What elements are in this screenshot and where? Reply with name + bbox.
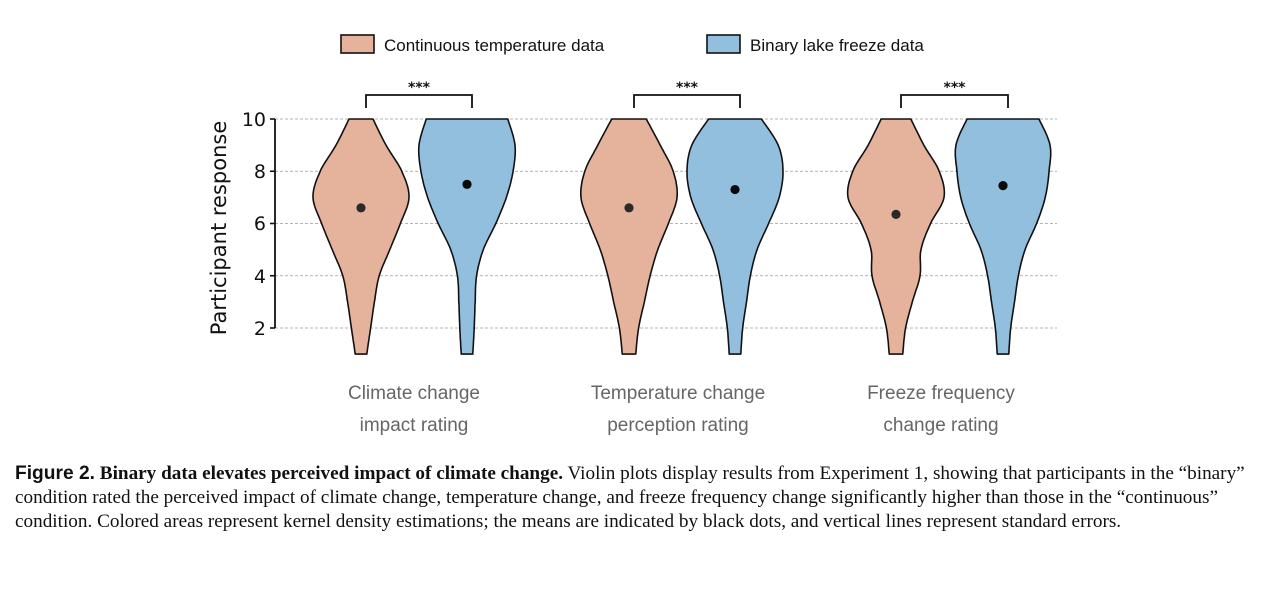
figure-caption-body: Violin plots display results from Experi… xyxy=(15,463,1245,532)
mean-dot xyxy=(624,203,634,213)
legend-label-continuous: Continuous temperature data xyxy=(384,36,605,55)
significance-label: *** xyxy=(676,80,699,96)
violin-binary xyxy=(686,118,784,355)
significance-bracket xyxy=(365,94,473,108)
mean-dot xyxy=(462,179,472,189)
violins xyxy=(312,118,1052,355)
significance-label: *** xyxy=(944,80,967,96)
x-category-label: perception rating xyxy=(607,415,749,436)
legend-swatch-continuous xyxy=(340,34,375,54)
x-category-label: Climate change xyxy=(348,383,480,404)
legend-swatch-binary xyxy=(706,34,741,54)
y-tick-label: 8 xyxy=(254,161,266,183)
figure-caption: Figure 2. Binary data elevates perceived… xyxy=(15,462,1250,534)
violin-binary xyxy=(417,118,517,355)
mean-dot xyxy=(730,184,740,195)
significance-bracket xyxy=(900,94,1009,108)
figure-number: Figure 2. xyxy=(15,463,95,484)
violin-continuous xyxy=(580,118,678,355)
significance-brackets: *** *** *** xyxy=(365,80,1009,108)
figure-title: Binary data elevates perceived impact of… xyxy=(99,463,564,484)
x-category-label: change rating xyxy=(883,415,998,436)
y-tick-label: 4 xyxy=(254,266,266,288)
significance-bracket xyxy=(633,94,741,108)
violin-continuous xyxy=(312,118,410,355)
x-category-label: Temperature change xyxy=(591,383,765,404)
y-tick-label: 6 xyxy=(254,213,266,235)
x-category-labels: Climate change impact rating Temperature… xyxy=(348,383,1015,436)
x-category-label: Freeze frequency xyxy=(867,383,1015,404)
y-tick-label: 2 xyxy=(254,318,266,340)
legend: Continuous temperature data Binary lake … xyxy=(340,34,924,55)
y-tick-label: 10 xyxy=(242,109,266,131)
x-category-label: impact rating xyxy=(360,415,469,436)
y-axis: 10 8 6 4 2 Participant response xyxy=(207,109,276,340)
violin-continuous xyxy=(846,118,946,355)
mean-dot xyxy=(356,203,366,213)
legend-label-binary: Binary lake freeze data xyxy=(750,36,924,55)
mean-dot xyxy=(891,209,901,219)
significance-label: *** xyxy=(408,80,431,96)
y-axis-label: Participant response xyxy=(207,121,231,335)
violin-chart: Continuous temperature data Binary lake … xyxy=(207,34,1057,436)
violin-binary xyxy=(954,118,1052,355)
mean-dot xyxy=(998,181,1008,191)
